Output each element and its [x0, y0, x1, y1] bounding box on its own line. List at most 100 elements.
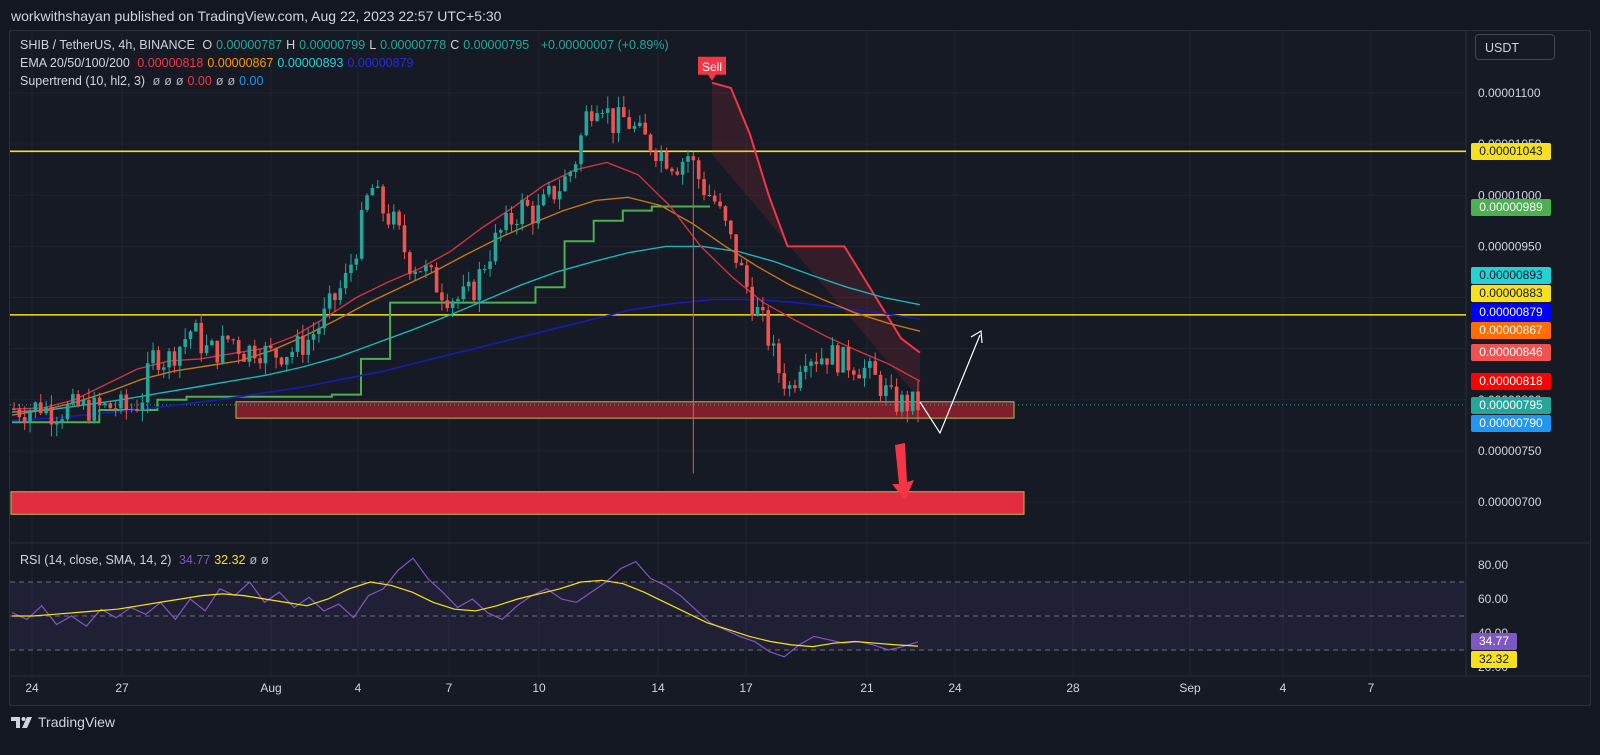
candle-body — [515, 224, 519, 226]
candle-body — [777, 343, 781, 374]
ema-20-badge: 0.00000818 — [1471, 373, 1551, 390]
candle-body — [349, 264, 353, 274]
candle-body — [413, 271, 417, 275]
candle-body — [231, 339, 236, 341]
candle-body — [145, 363, 150, 403]
candle-body — [878, 374, 883, 397]
tradingview-brand[interactable]: TradingView — [11, 712, 115, 732]
legend-rsi-values: 34.77 32.32 ø ø — [179, 553, 273, 567]
legend-supertrend-value: 0.00 — [187, 74, 212, 88]
brand-label: TradingView — [38, 714, 116, 730]
time-tick-label: Aug — [260, 681, 281, 695]
candle-body — [728, 220, 733, 235]
legend-ema-value: 0.00000867 — [207, 56, 274, 70]
candle-body — [504, 212, 508, 231]
candle-body — [445, 300, 450, 309]
candle-body — [841, 346, 845, 373]
candle-body — [295, 335, 300, 352]
legend-ema-row[interactable]: EMA 20/50/100/200 0.00000818 0.00000867 0.… — [20, 56, 421, 70]
candle-body — [632, 126, 637, 129]
candle-body — [65, 404, 70, 420]
ema-200-line — [11, 298, 921, 421]
candle-body — [301, 335, 305, 355]
candle-body — [108, 403, 113, 409]
ema-100-badge: 0.00000893 — [1471, 267, 1551, 284]
candle-body — [365, 195, 369, 210]
candle-body — [167, 351, 171, 368]
candle-body — [226, 335, 230, 340]
candle-body — [429, 265, 434, 268]
candle-body — [87, 400, 91, 421]
candle-body — [477, 269, 482, 301]
candle-body — [884, 385, 888, 397]
candle-body — [482, 269, 487, 271]
time-tick-label: 7 — [446, 681, 453, 695]
candle-body — [793, 385, 797, 389]
candle-body — [424, 265, 428, 272]
time-tick-label: 14 — [651, 681, 665, 695]
candle-body — [675, 171, 680, 175]
sell-signal-label: Sell — [702, 60, 722, 74]
legend-supertrend-row[interactable]: Supertrend (10, hl2, 3) ø ø ø 0.00 ø ø 0.00 — [20, 74, 271, 88]
legend-rsi-row[interactable]: RSI (14, close, SMA, 14, 2) 34.77 32.32 ø ø — [20, 553, 277, 567]
time-tick-label: 4 — [1280, 681, 1287, 695]
legend-rsi-value: ø — [249, 553, 258, 567]
legend-ohlc-key: H — [286, 38, 296, 52]
candle-body — [92, 397, 97, 421]
legend-ohlc-value: 0.00000787 — [216, 38, 283, 52]
candle-body — [472, 281, 476, 301]
candle-body — [33, 402, 38, 412]
candle-body — [910, 391, 915, 412]
candle-body — [450, 301, 455, 309]
candle-body — [290, 351, 294, 358]
legend-symbol[interactable]: SHIB / TetherUS, 4h, BINANCE — [20, 38, 195, 52]
candle-body — [702, 179, 706, 196]
annotation-layer: Sell — [698, 56, 983, 500]
candle-body — [868, 361, 872, 368]
candle-body — [333, 293, 337, 301]
candle-body — [889, 385, 894, 387]
candle-body — [236, 340, 241, 354]
rsi-tick-label: 60.00 — [1478, 592, 1508, 606]
candle-body — [199, 322, 204, 354]
candle-body — [135, 408, 139, 411]
candle-body — [723, 206, 728, 221]
candle-body — [771, 343, 776, 346]
candle-body — [712, 195, 717, 202]
currency-button[interactable]: USDT — [1475, 34, 1555, 60]
candle-body — [268, 345, 273, 349]
legend-supertrend-value: ø — [215, 74, 224, 88]
legend-ema-label: EMA 20/50/100/200 — [20, 56, 130, 70]
candle-body — [809, 361, 813, 366]
candle-body — [498, 230, 503, 233]
candle-body — [547, 186, 551, 195]
candle-body — [183, 339, 187, 347]
candle-body — [616, 107, 621, 133]
ema-100-line — [11, 245, 921, 413]
ema-200-badge: 0.00000879 — [1471, 304, 1551, 321]
candle-body — [862, 367, 867, 379]
candle-body — [750, 286, 754, 316]
candle-body — [188, 331, 193, 340]
candle-body — [38, 402, 43, 414]
candle-body — [761, 306, 765, 311]
legend-supertrend-value: ø — [152, 74, 161, 88]
grid-layer — [10, 31, 1590, 677]
rsi-band-fill — [10, 582, 1466, 650]
candle-body — [782, 373, 787, 389]
candle-body — [873, 361, 878, 375]
candle-body — [739, 262, 744, 266]
candle-body — [322, 308, 327, 329]
candle-body — [493, 232, 498, 262]
legend-ohlc-value: 0.00000799 — [299, 38, 366, 52]
candle-body — [905, 394, 910, 412]
support-zone — [235, 401, 1015, 419]
candle-body — [787, 385, 792, 389]
candle-body — [605, 108, 610, 113]
candle-body — [552, 186, 557, 200]
candle-body — [386, 213, 391, 225]
candle-body — [707, 195, 712, 197]
legend-ohlc-row: SHIB / TetherUS, 4h, BINANCE O 0.00000787… — [20, 38, 673, 52]
candle-body — [285, 357, 289, 365]
